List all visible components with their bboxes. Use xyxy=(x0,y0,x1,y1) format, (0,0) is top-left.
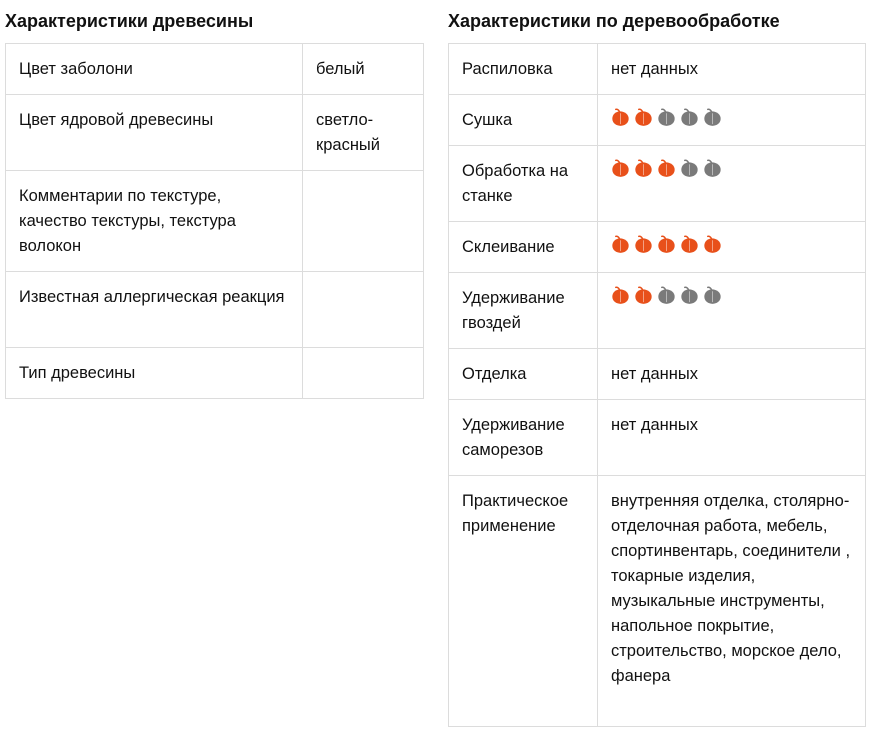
property-value xyxy=(302,170,424,272)
leaf-icon xyxy=(634,286,653,305)
leaf-icon xyxy=(657,159,676,178)
property-label: Отделка xyxy=(448,348,598,400)
section-title: Характеристики древесины xyxy=(5,11,254,31)
property-rating-cell xyxy=(597,94,866,146)
table-row: Отделка нет данных xyxy=(448,348,866,400)
wood-characteristics-table: Цвет заболони белый Цвет ядровой древеси… xyxy=(5,43,424,399)
table-row: Распиловка нет данных xyxy=(448,43,866,95)
leaf-icon xyxy=(634,235,653,254)
property-label: Сушка xyxy=(448,94,598,146)
property-label: Комментарии по текстуре, качество тексту… xyxy=(5,170,303,272)
property-value: нет данных xyxy=(597,43,866,95)
leaf-icon xyxy=(634,159,653,178)
table-row: Известная аллергическая реакция xyxy=(5,271,424,348)
property-value: внутренняя отделка, столярно-отделочная … xyxy=(597,475,866,727)
property-value: светло-красный xyxy=(302,94,424,171)
property-label: Склеивание xyxy=(448,221,598,273)
table-row: Удерживание саморезов нет данных xyxy=(448,399,866,476)
section-title: Характеристики по деревообработке xyxy=(448,11,780,31)
leaf-icon xyxy=(657,235,676,254)
leaf-icon xyxy=(611,159,630,178)
leaf-rating xyxy=(611,156,722,181)
leaf-icon xyxy=(657,286,676,305)
leaf-icon xyxy=(703,159,722,178)
table-row: Удерживание гвоздей xyxy=(448,272,866,349)
woodworking-table: Распиловка нет данных Сушка Обработка на… xyxy=(448,43,866,727)
leaf-icon xyxy=(611,286,630,305)
leaf-icon xyxy=(611,108,630,127)
leaf-icon xyxy=(680,235,699,254)
woodworking-characteristics-section: Характеристики по деревообработке Распил… xyxy=(448,0,866,727)
property-value: нет данных xyxy=(597,399,866,476)
property-label: Цвет заболони xyxy=(5,43,303,95)
table-row: Цвет ядровой древесины светло-красный xyxy=(5,94,424,171)
leaf-icon xyxy=(703,286,722,305)
leaf-rating xyxy=(611,283,722,308)
table-row: Сушка xyxy=(448,94,866,146)
property-value: нет данных xyxy=(597,348,866,400)
table-row: Комментарии по текстуре, качество тексту… xyxy=(5,170,424,272)
leaf-icon xyxy=(634,108,653,127)
table-row: Обработка на станке xyxy=(448,145,866,222)
leaf-icon xyxy=(703,108,722,127)
table-row: Цвет заболони белый xyxy=(5,43,424,95)
property-label: Удерживание гвоздей xyxy=(448,272,598,349)
leaf-icon xyxy=(703,235,722,254)
property-label: Цвет ядровой древесины xyxy=(5,94,303,171)
property-label: Известная аллергическая реакция xyxy=(5,271,303,348)
wood-characteristics-section: Характеристики древесины Цвет заболони б… xyxy=(5,0,424,399)
leaf-icon xyxy=(680,108,699,127)
leaf-icon xyxy=(611,235,630,254)
property-label: Удерживание саморезов xyxy=(448,399,598,476)
property-rating-cell xyxy=(597,272,866,349)
property-value: белый xyxy=(302,43,424,95)
leaf-rating xyxy=(611,232,722,257)
table-row: Тип древесины xyxy=(5,347,424,399)
leaf-icon xyxy=(680,286,699,305)
leaf-icon xyxy=(657,108,676,127)
property-rating-cell xyxy=(597,145,866,222)
property-value xyxy=(302,271,424,348)
property-label: Обработка на станке xyxy=(448,145,598,222)
property-rating-cell xyxy=(597,221,866,273)
property-value xyxy=(302,347,424,399)
property-label: Практическое применение xyxy=(448,475,598,727)
leaf-rating xyxy=(611,105,722,130)
property-label: Тип древесины xyxy=(5,347,303,399)
leaf-icon xyxy=(680,159,699,178)
table-row: Практическое применение внутренняя отдел… xyxy=(448,475,866,727)
property-label: Распиловка xyxy=(448,43,598,95)
table-row: Склеивание xyxy=(448,221,866,273)
